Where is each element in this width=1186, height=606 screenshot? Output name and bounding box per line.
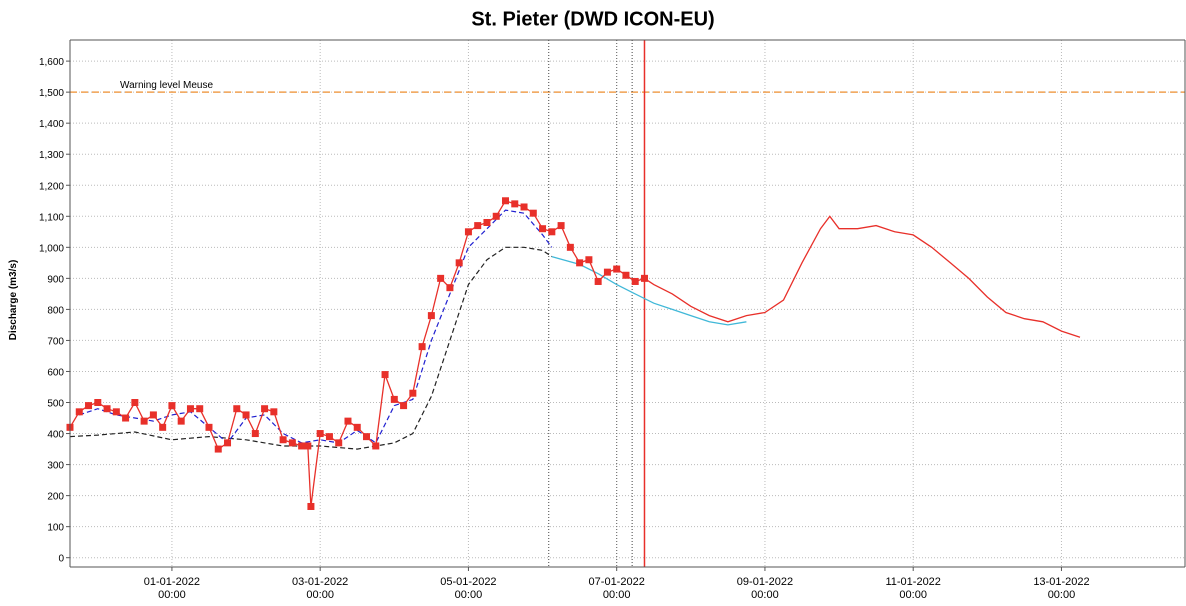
data-point	[112, 408, 120, 416]
data-point	[437, 274, 445, 282]
data-point	[603, 268, 611, 276]
data-point	[390, 395, 398, 403]
data-point	[242, 411, 250, 419]
y-tick-label: 1,600	[39, 57, 64, 68]
y-tick-label: 300	[47, 461, 64, 472]
data-point	[298, 442, 306, 450]
data-point	[520, 203, 528, 211]
data-point	[196, 405, 204, 413]
data-point	[474, 222, 482, 230]
x-tick-label: 07-01-2022 00:00	[589, 576, 645, 601]
data-point	[594, 277, 602, 285]
data-point	[409, 389, 417, 397]
data-point	[103, 405, 111, 413]
y-axis-label: Discharge (m3/s)	[8, 260, 19, 341]
data-point	[427, 312, 435, 320]
data-point	[270, 408, 278, 416]
y-tick-label: 0	[58, 554, 64, 565]
x-tick-label: 03-01-2022 00:00	[292, 576, 348, 601]
y-tick-label: 1,200	[39, 181, 64, 192]
data-point	[304, 442, 312, 450]
y-tick-label: 400	[47, 430, 64, 441]
data-point	[492, 212, 500, 220]
y-tick-label: 1,400	[39, 119, 64, 130]
data-point	[335, 439, 343, 447]
x-tick-label: 13-01-2022 00:00	[1033, 576, 1089, 601]
data-point	[363, 433, 371, 441]
data-point	[325, 433, 333, 441]
data-point	[640, 274, 648, 282]
y-tick-label: 600	[47, 367, 64, 378]
series-line	[69, 246, 553, 450]
y-tick-label: 1,000	[39, 243, 64, 254]
data-point	[501, 197, 509, 205]
data-point	[353, 423, 361, 431]
data-point	[131, 399, 139, 407]
data-point	[233, 405, 241, 413]
data-point	[177, 417, 185, 425]
data-point	[168, 402, 176, 410]
data-point	[372, 442, 380, 450]
y-tick-label: 800	[47, 305, 64, 316]
y-tick-label: 100	[47, 523, 64, 534]
data-point	[446, 284, 454, 292]
data-point	[224, 439, 232, 447]
data-point	[381, 371, 389, 379]
data-point	[548, 228, 556, 236]
chart-title: St. Pieter (DWD ICON-EU)	[471, 8, 714, 30]
data-point	[511, 200, 519, 208]
data-point	[455, 259, 463, 267]
data-point	[261, 405, 269, 413]
y-tick-label: 1,500	[39, 88, 64, 99]
data-point	[205, 423, 213, 431]
x-tick-label: 09-01-2022 00:00	[737, 576, 793, 601]
data-point	[400, 402, 408, 410]
y-tick-label: 200	[47, 492, 64, 503]
data-point	[122, 414, 130, 422]
warning-label: Warning level Meuse	[120, 80, 213, 91]
data-point	[159, 423, 167, 431]
data-point	[149, 411, 157, 419]
data-point	[288, 439, 296, 447]
series-line	[69, 200, 645, 507]
data-point	[576, 259, 584, 267]
data-point	[140, 417, 148, 425]
x-tick-label: 05-01-2022 00:00	[440, 576, 496, 601]
data-point	[418, 343, 426, 351]
data-point	[214, 445, 222, 453]
data-point	[85, 402, 93, 410]
data-point	[464, 228, 472, 236]
data-point	[251, 430, 259, 438]
x-tick-label: 11-01-2022 00:00	[885, 576, 940, 601]
data-point	[539, 225, 547, 233]
data-point	[344, 417, 352, 425]
y-tick-label: 900	[47, 274, 64, 285]
data-point	[483, 218, 491, 226]
y-tick-label: 1,300	[39, 150, 64, 161]
y-tick-label: 1,100	[39, 212, 64, 223]
data-point	[186, 405, 194, 413]
y-tick-label: 500	[47, 399, 64, 410]
data-point	[75, 408, 83, 416]
data-point	[316, 430, 324, 438]
data-point	[631, 277, 639, 285]
data-point	[613, 265, 621, 273]
data-point	[307, 502, 315, 510]
y-tick-label: 700	[47, 336, 64, 347]
data-point	[529, 209, 537, 217]
data-point	[94, 399, 102, 407]
data-point	[279, 436, 287, 444]
x-tick-label: 01-01-2022 00:00	[144, 576, 200, 601]
series-line	[644, 215, 1081, 338]
data-point	[622, 271, 630, 279]
data-point	[557, 222, 565, 230]
series-line	[79, 209, 553, 444]
data-point	[566, 243, 574, 251]
data-point	[585, 256, 593, 264]
series-line	[551, 255, 747, 326]
